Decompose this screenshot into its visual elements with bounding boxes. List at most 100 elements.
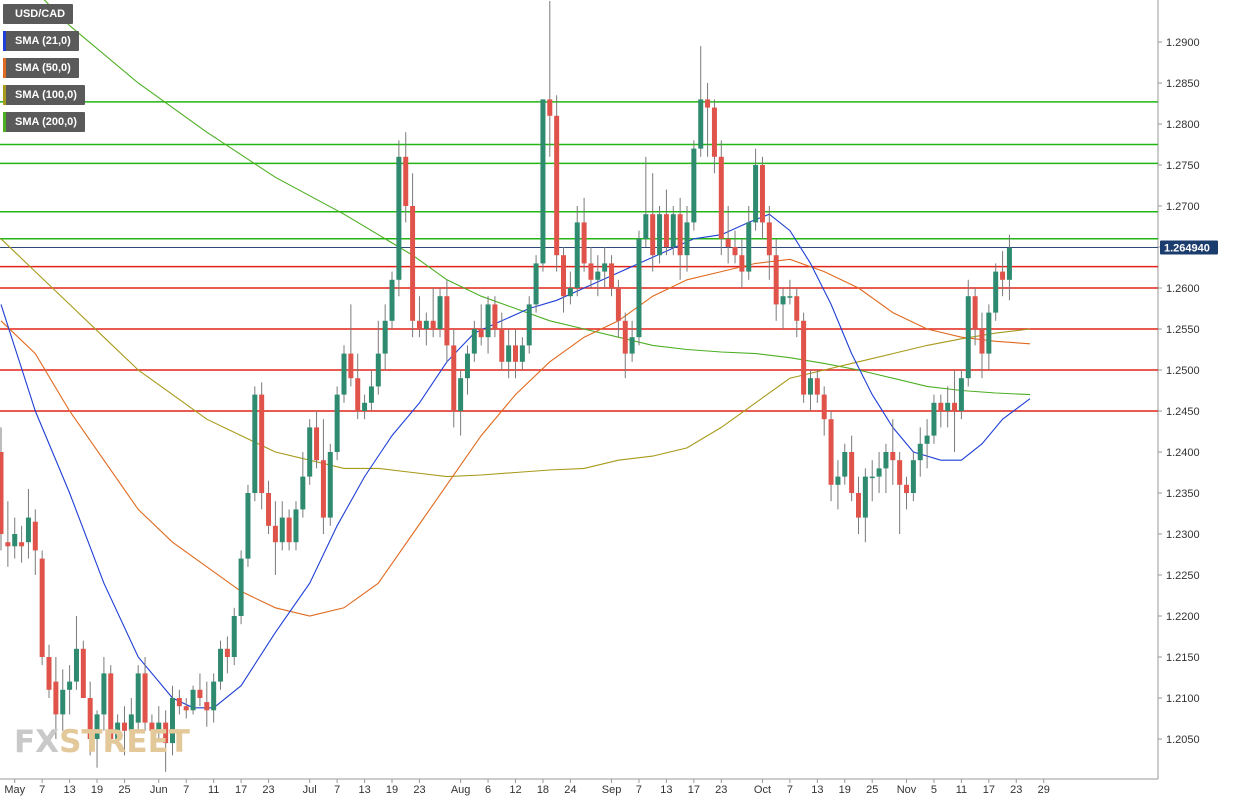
- sma-21-label: SMA (21,0): [15, 35, 71, 47]
- candle-body: [46, 657, 52, 690]
- candle-body: [252, 394, 258, 493]
- y-tick-label: 1.2300: [1166, 529, 1200, 541]
- candle-body: [938, 402, 944, 411]
- x-tick-label: Sep: [602, 784, 622, 796]
- y-tick-label: 1.2900: [1166, 37, 1200, 49]
- candle-body: [218, 648, 224, 682]
- x-tick-label: 23: [413, 784, 425, 796]
- candle-body: [149, 722, 155, 731]
- x-tick-label: 17: [688, 784, 700, 796]
- x-tick-label: 13: [811, 784, 823, 796]
- x-tick-label: 23: [1010, 784, 1022, 796]
- symbol-label: USD/CAD: [15, 8, 66, 20]
- candle-body: [910, 460, 916, 493]
- y-tick-label: 1.2050: [1166, 734, 1200, 746]
- candle-body: [492, 304, 498, 329]
- last-price-label: 1.264940: [1164, 242, 1210, 254]
- candle-body: [458, 378, 464, 411]
- logo-fx: FX: [14, 724, 60, 760]
- candle-body: [540, 99, 546, 264]
- candle-body: [993, 271, 999, 313]
- y-tick-label: 1.2450: [1166, 406, 1200, 418]
- candle-body: [629, 337, 635, 354]
- candle-body: [986, 312, 992, 354]
- legend: USD/CAD SMA (21,0) SMA (50,0) SMA (100,0…: [3, 4, 85, 139]
- candle-body: [650, 214, 656, 256]
- y-tick-label: 1.2100: [1166, 693, 1200, 705]
- candle-body: [753, 165, 759, 223]
- candle-body: [80, 648, 86, 698]
- candle-body: [835, 476, 841, 485]
- candle-body: [924, 435, 930, 444]
- y-tick-label: 1.2250: [1166, 570, 1200, 582]
- candle-body: [101, 673, 107, 715]
- candle-body: [814, 378, 820, 395]
- candle-body: [773, 255, 779, 305]
- candle-body: [39, 558, 45, 657]
- candle-body: [965, 296, 971, 379]
- candle-body: [561, 255, 567, 297]
- candle-body: [677, 214, 683, 256]
- candle-body: [657, 214, 663, 256]
- candle-body: [952, 402, 958, 411]
- candle-body: [5, 542, 11, 547]
- candle-body: [931, 402, 937, 436]
- x-tick-label: 7: [39, 784, 45, 796]
- x-tick-label: 13: [358, 784, 370, 796]
- candle-body: [266, 493, 272, 526]
- sma-100-line: [0, 238, 1031, 478]
- x-tick-label: 24: [564, 784, 576, 796]
- candle-body: [890, 452, 896, 461]
- candle-body: [904, 484, 910, 493]
- x-tick-label: 11: [208, 784, 219, 796]
- candle-body: [780, 296, 786, 305]
- candle-body: [375, 353, 381, 387]
- candle-body: [73, 648, 79, 682]
- x-tick-label: 19: [386, 784, 398, 796]
- legend-sma-200[interactable]: SMA (200,0): [3, 112, 85, 132]
- candle-body: [142, 673, 148, 723]
- candle-body: [588, 263, 594, 280]
- y-tick-label: 1.2550: [1166, 324, 1200, 336]
- candle-body: [636, 238, 642, 338]
- legend-sma-100[interactable]: SMA (100,0): [3, 85, 85, 105]
- candle-body: [670, 214, 676, 247]
- candle-body: [917, 443, 923, 461]
- candle-body: [128, 714, 134, 731]
- candle-body: [183, 706, 189, 711]
- candle-body: [94, 714, 100, 739]
- candle-body: [87, 698, 93, 739]
- candle-body: [286, 517, 292, 543]
- candle-body: [259, 394, 265, 493]
- candle-body: [327, 452, 333, 518]
- sma-200-label: SMA (200,0): [15, 116, 77, 128]
- candle-body: [513, 345, 518, 362]
- y-tick-label: 1.2600: [1166, 283, 1200, 295]
- candle-body: [485, 304, 491, 338]
- legend-sma-21[interactable]: SMA (21,0): [3, 31, 79, 51]
- x-tick-label: 23: [715, 784, 727, 796]
- candle-body: [862, 476, 868, 518]
- candle-body: [869, 476, 875, 479]
- y-tick-label: 1.2750: [1166, 160, 1200, 172]
- candle-body: [60, 689, 66, 715]
- candle-body: [567, 288, 573, 297]
- x-tick-label: 7: [787, 784, 793, 796]
- candle-body: [293, 509, 299, 543]
- candle-body: [451, 345, 457, 411]
- legend-symbol[interactable]: USD/CAD: [3, 4, 74, 24]
- x-tick-label: 17: [983, 784, 995, 796]
- candle-body: [238, 558, 244, 616]
- legend-sma-50[interactable]: SMA (50,0): [3, 58, 79, 78]
- candle-body: [554, 115, 560, 256]
- candle-body: [759, 165, 765, 223]
- candle-body: [300, 476, 306, 510]
- candle-body: [0, 452, 4, 534]
- candle-body: [1006, 247, 1012, 280]
- candle-body: [732, 247, 738, 256]
- candle-body: [718, 156, 724, 239]
- x-tick-label: 23: [262, 784, 274, 796]
- candle-body: [245, 493, 251, 559]
- candle-body: [506, 345, 512, 362]
- candle-body: [53, 681, 59, 715]
